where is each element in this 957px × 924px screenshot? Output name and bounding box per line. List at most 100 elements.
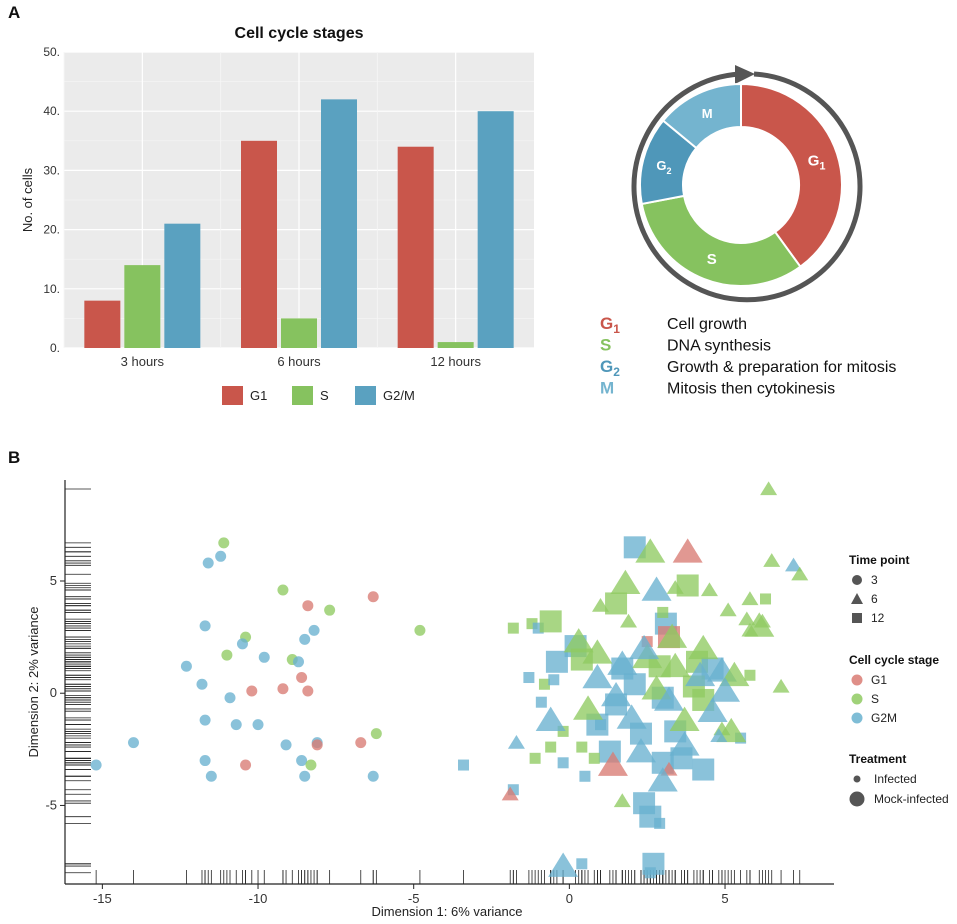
phase-key-subscript: 2 xyxy=(613,365,620,379)
point-g2m-t3 xyxy=(224,692,236,704)
bar-x-tick-label: 3 hours xyxy=(121,354,165,369)
point-s-t6 xyxy=(666,580,684,594)
point-g2m-t6 xyxy=(697,697,728,722)
point-s-t6 xyxy=(791,566,809,581)
donut-label: G1 xyxy=(808,152,826,172)
bar-legend-label: G1 xyxy=(250,388,267,403)
bar-legend-label: G2/M xyxy=(383,388,415,403)
point-s-t6 xyxy=(613,793,631,808)
point-g2m-t12 xyxy=(535,696,547,708)
point-s-t12 xyxy=(744,669,756,681)
bar-s-2 xyxy=(437,342,474,348)
scatter-x-tick-label: 0 xyxy=(566,891,573,906)
point-g2m-t12 xyxy=(548,674,560,686)
point-g1-t3 xyxy=(302,600,314,612)
legend-time-title: Time point xyxy=(849,553,909,567)
point-g2m-t12 xyxy=(644,867,656,879)
point-g2m-t3 xyxy=(199,714,211,726)
phase-key-letter: M xyxy=(600,379,614,398)
phase-key-symbol: S xyxy=(600,336,611,355)
point-s-t3 xyxy=(414,624,426,636)
donut-label-letter: G xyxy=(656,158,666,173)
scatter-x-tick-label: -15 xyxy=(93,891,112,906)
point-g2m-t6 xyxy=(669,731,700,756)
point-g2m-t3 xyxy=(258,651,270,663)
point-s-t6 xyxy=(760,481,778,496)
point-s-t12 xyxy=(526,618,538,630)
phase-key-letter: G xyxy=(600,314,613,333)
donut-label: S xyxy=(707,251,717,268)
point-s-t6 xyxy=(772,678,790,693)
point-g1-t3 xyxy=(311,739,323,751)
point-s-t6 xyxy=(763,553,781,567)
legend-stage-label: G2M xyxy=(871,711,897,725)
point-g2m-t6 xyxy=(685,661,716,687)
bar-g1-0 xyxy=(84,300,121,348)
bar-g1-2 xyxy=(397,146,434,348)
phase-key-symbol: G1 xyxy=(600,314,620,336)
point-s-t12 xyxy=(657,606,669,618)
panel-label-a: A xyxy=(8,3,20,22)
point-g1-t6 xyxy=(672,538,703,563)
point-g1-t3 xyxy=(246,685,258,697)
point-g1-t6 xyxy=(501,786,519,801)
point-g1-t3 xyxy=(277,683,289,695)
point-s-t3 xyxy=(324,604,336,616)
point-s-t3 xyxy=(305,759,317,771)
point-g2m-t6 xyxy=(507,734,525,749)
point-s-t3 xyxy=(221,649,233,661)
point-g2m-t12 xyxy=(523,672,535,684)
point-g2m-t6 xyxy=(625,738,656,763)
point-g2m-t6 xyxy=(647,767,678,792)
point-s-t12 xyxy=(570,648,593,671)
scatter-x-axis-label: Dimension 1: 6% variance xyxy=(371,904,522,919)
point-g2m-t12 xyxy=(692,758,715,781)
legend-treatment-title: Treatment xyxy=(849,752,906,766)
phase-key-description: Mitosis then cytokinesis xyxy=(667,381,835,398)
scatter-x-tick-label: -10 xyxy=(249,891,268,906)
point-g2m-t6 xyxy=(548,852,579,877)
scatter-x-tick-label: -5 xyxy=(408,891,420,906)
phase-key-description: Cell growth xyxy=(667,316,747,333)
scatter-plot: -15 -10 -5 0 5 -5 0 5 Dimension 1: 6% variance… xyxy=(26,480,834,919)
point-g2m-t12 xyxy=(458,759,470,771)
point-s-t6 xyxy=(744,612,775,637)
point-g2m-t3 xyxy=(199,755,211,767)
phase-key-description: Growth & preparation for mitosis xyxy=(667,359,896,376)
panel-label-b: B xyxy=(8,448,20,467)
point-g1-t3 xyxy=(296,672,308,684)
scatter-x-tick-labels: -15 -10 -5 0 5 xyxy=(93,884,729,906)
bar-y-tick-label: 20. xyxy=(43,223,60,237)
point-s-t6 xyxy=(716,717,747,743)
donut-label-letter: S xyxy=(707,251,717,268)
bar-g2m-1 xyxy=(321,99,357,348)
point-g2m-t6 xyxy=(582,664,613,689)
legend-stage-label: S xyxy=(871,692,879,706)
bar-marks xyxy=(84,99,514,348)
point-g2m-t3 xyxy=(127,737,139,749)
donut-label-subscript: 1 xyxy=(819,160,825,172)
point-g2m-t12 xyxy=(623,536,646,559)
phase-key-letter: S xyxy=(600,336,611,355)
bar-chart-title: Cell cycle stages xyxy=(235,25,364,42)
point-g2m-t3 xyxy=(202,557,214,569)
cycle-arrow-head-icon xyxy=(735,65,755,84)
point-g2m-t6 xyxy=(535,706,566,731)
phase-key-letter: G xyxy=(600,357,613,376)
scatter-y-tick-label: 0 xyxy=(50,685,57,700)
point-s-t6 xyxy=(660,652,691,678)
bar-g2m-2 xyxy=(477,111,514,348)
point-s-t6 xyxy=(719,602,737,617)
point-g2m-t12 xyxy=(507,784,519,796)
point-g2m-t3 xyxy=(293,656,305,668)
point-s-t12 xyxy=(676,574,699,597)
bar-s-0 xyxy=(124,265,161,348)
point-g2m-t3 xyxy=(196,678,208,690)
point-g2m-t6 xyxy=(641,576,672,601)
point-s-t6 xyxy=(657,623,688,648)
bar-y-tick-label: 30. xyxy=(43,163,60,177)
point-s-t6 xyxy=(591,598,609,612)
